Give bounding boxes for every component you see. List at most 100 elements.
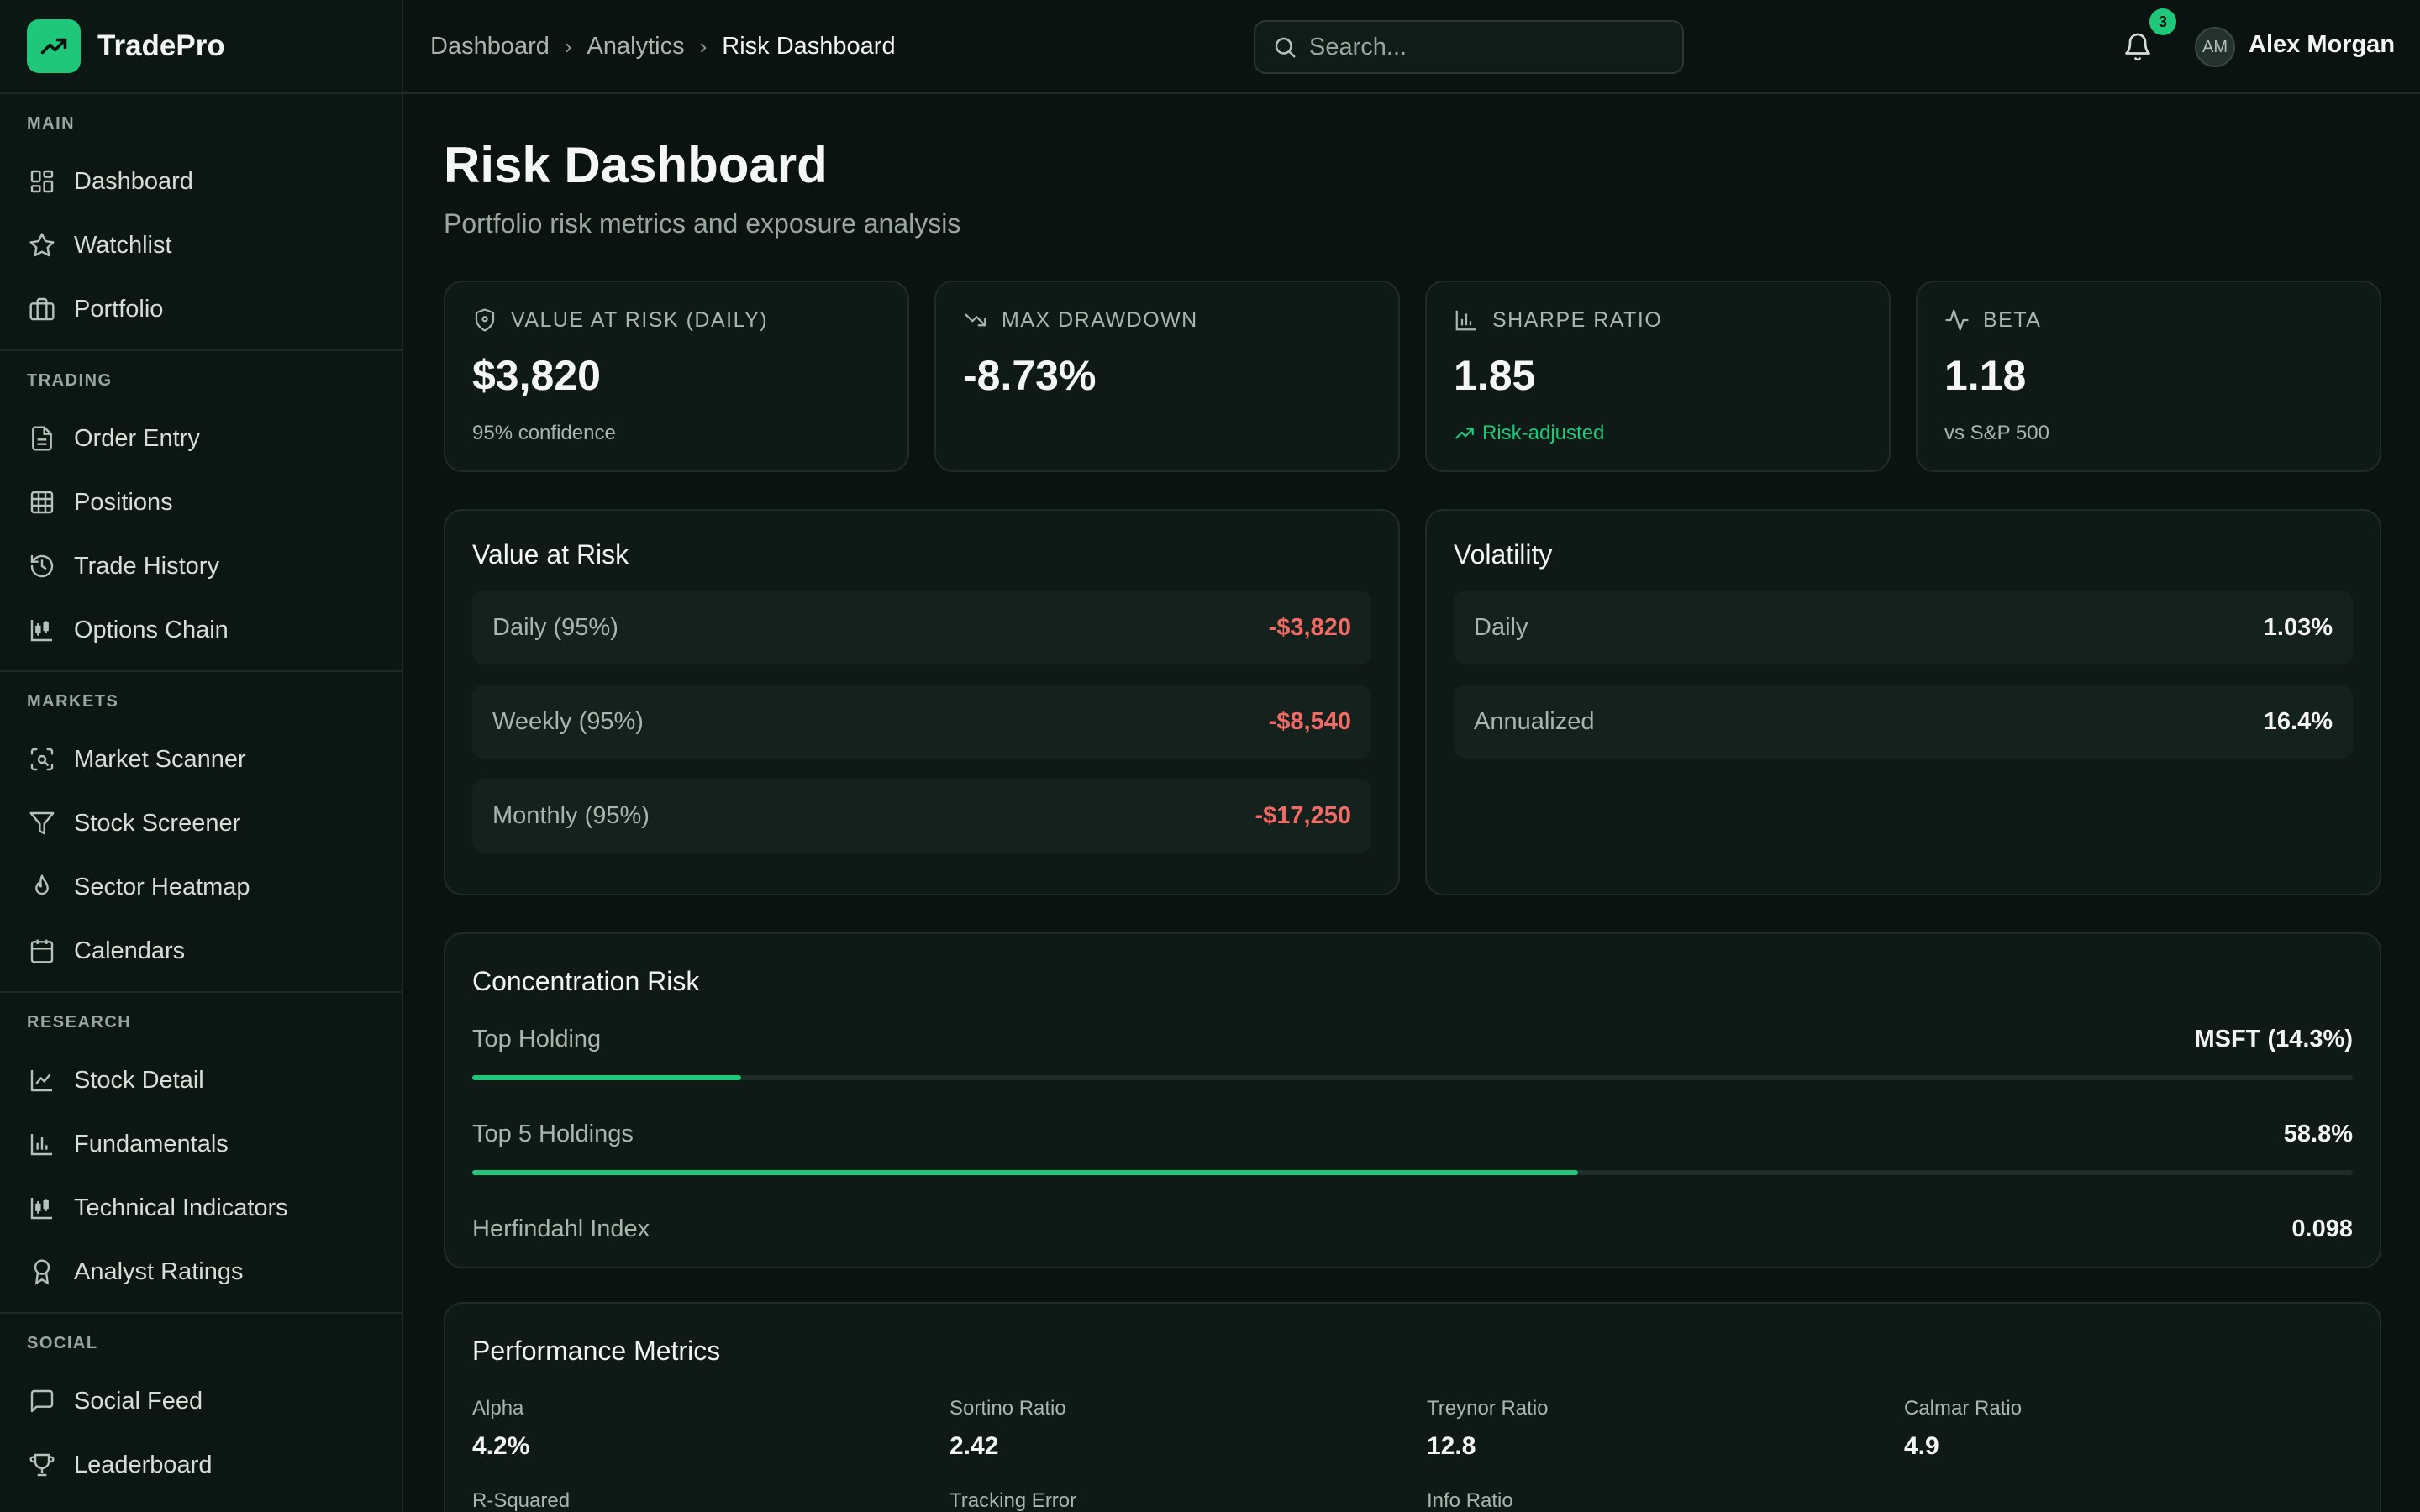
- sidebar-item-label: Calendars: [74, 937, 186, 964]
- notification-badge: 3: [2149, 8, 2176, 35]
- row-value: -$3,820: [1268, 613, 1351, 641]
- brand[interactable]: TradePro: [0, 0, 402, 94]
- list-item: Daily (95%) -$3,820: [472, 591, 1371, 664]
- chevron-right-icon: ›: [564, 33, 572, 59]
- user-name[interactable]: Alex Morgan: [2249, 31, 2396, 58]
- sidebar-item-order-entry[interactable]: Order Entry: [13, 407, 388, 470]
- metric-label: Tracking Error: [950, 1489, 1077, 1512]
- trending-up-logo-icon: [27, 19, 81, 73]
- concentration-risk-panel: Concentration Risk Top Holding MSFT (14.…: [444, 932, 2381, 1268]
- progress-track: [472, 1170, 2353, 1175]
- sidebar-item-calendars[interactable]: Calendars: [13, 919, 388, 983]
- stat-value: 1.18: [1944, 352, 2027, 399]
- row-value: 1.03%: [2263, 613, 2333, 641]
- candlestick-chart-icon: [29, 617, 55, 643]
- sidebar-item-options-chain[interactable]: Options Chain: [13, 598, 388, 662]
- main-content: Risk Dashboard Portfolio risk metrics an…: [444, 94, 2381, 1512]
- sidebar-item-label: Analyst Ratings: [74, 1257, 244, 1285]
- search-icon: [1275, 37, 1296, 58]
- page-title: Risk Dashboard: [444, 137, 828, 193]
- sidebar-item-stock-detail[interactable]: Stock Detail: [13, 1048, 388, 1112]
- breadcrumb: Dashboard › Analytics › Risk Dashboard: [430, 33, 896, 60]
- row-label: Monthly (95%): [492, 801, 650, 829]
- concentration-top-holding: Top Holding MSFT (14.3%): [472, 1026, 2353, 1080]
- table-icon: [29, 489, 55, 516]
- panel-title: Value at Risk: [472, 539, 629, 570]
- concentration-top-five: Top 5 Holdings 58.8%: [472, 1121, 2353, 1175]
- sidebar-item-label: Dashboard: [74, 167, 193, 195]
- sidebar-item-technical-indicators[interactable]: Technical Indicators: [13, 1176, 388, 1240]
- value-at-risk-panel: Value at Risk Daily (95%) -$3,820 Weekly…: [444, 509, 1400, 895]
- metrics-grid: Alpha 4.2% Sortino Ratio 2.42 Treynor Rati…: [472, 1397, 2353, 1512]
- bar-chart-icon: [29, 1131, 55, 1158]
- activity-icon: [1945, 309, 1969, 331]
- row-value: 58.8%: [2283, 1121, 2353, 1147]
- sidebar-item-label: Order Entry: [74, 424, 200, 452]
- layout-grid-icon: [29, 168, 55, 195]
- sidebar-item-portfolio[interactable]: Portfolio: [13, 277, 388, 341]
- sidebar-item-label: Market Scanner: [74, 745, 246, 773]
- metric-calmar: Calmar Ratio 4.9: [1904, 1397, 2381, 1489]
- search-input[interactable]: [1309, 33, 1662, 61]
- sidebar-item-stock-screener[interactable]: Stock Screener: [13, 791, 388, 855]
- sidebar-item-positions[interactable]: Positions: [13, 470, 388, 534]
- breadcrumb-item-current: Risk Dashboard: [722, 32, 896, 60]
- list-item: Weekly (95%) -$8,540: [472, 685, 1371, 759]
- nav-section-trading: TRADING Order Entry Positions Trade Hist…: [0, 349, 402, 662]
- search-box[interactable]: [1254, 20, 1684, 74]
- nav-section-label: SOCIAL: [27, 1334, 98, 1352]
- sidebar-item-label: Technical Indicators: [74, 1194, 288, 1221]
- avatar[interactable]: AM: [2195, 27, 2235, 67]
- breadcrumb-item-dashboard[interactable]: Dashboard: [430, 32, 550, 60]
- nav-section-label: MARKETS: [27, 692, 119, 711]
- sidebar-item-label: Social Feed: [74, 1387, 203, 1415]
- nav-section-label: MAIN: [27, 114, 76, 133]
- sidebar-item-leaderboard[interactable]: Leaderboard: [13, 1433, 388, 1497]
- metric-value: 12.8: [1427, 1432, 1476, 1460]
- sidebar-item-fundamentals[interactable]: Fundamentals: [13, 1112, 388, 1176]
- file-text-icon: [29, 425, 55, 452]
- sidebar-item-social-feed[interactable]: Social Feed: [13, 1369, 388, 1433]
- sidebar-item-label: Trade History: [74, 552, 219, 580]
- metric-value: 4.9: [1904, 1432, 1939, 1460]
- bell-icon[interactable]: [2123, 30, 2153, 64]
- stat-card-sharpe: SHARPE RATIO 1.85 Risk-adjusted: [1425, 281, 1891, 472]
- sidebar-item-watchlist[interactable]: Watchlist: [13, 213, 388, 277]
- sidebar-item-label: Options Chain: [74, 616, 229, 643]
- trophy-icon: [29, 1452, 55, 1478]
- filter-icon: [29, 810, 55, 837]
- nav-section-main: MAIN Dashboard Watchlist Portfolio: [0, 94, 402, 341]
- stat-card-var: VALUE AT RISK (DAILY) $3,820 95% confide…: [444, 281, 909, 472]
- line-chart-icon: [29, 1067, 55, 1094]
- sidebar-item-label: Positions: [74, 488, 173, 516]
- sidebar-item-label: Watchlist: [74, 231, 172, 259]
- breadcrumb-item-analytics[interactable]: Analytics: [587, 32, 685, 60]
- shield-icon: [475, 308, 495, 332]
- list-item: Daily 1.03%: [1454, 591, 2353, 664]
- row-label: Daily (95%): [492, 613, 618, 641]
- panel-title: Volatility: [1454, 539, 1553, 570]
- sidebar-item-analyst-ratings[interactable]: Analyst Ratings: [13, 1240, 388, 1304]
- panel-title: Concentration Risk: [472, 966, 700, 996]
- sidebar-item-trade-history[interactable]: Trade History: [13, 534, 388, 598]
- sidebar-item-label: Portfolio: [74, 295, 164, 323]
- brand-name: TradePro: [97, 29, 225, 62]
- scan-search-icon: [29, 746, 55, 773]
- metric-label: Calmar Ratio: [1904, 1397, 2023, 1420]
- message-square-icon: [29, 1388, 55, 1415]
- stat-label: VALUE AT RISK (DAILY): [511, 307, 769, 332]
- metric-info-ratio: Info Ratio: [1427, 1489, 1904, 1512]
- sidebar-item-dashboard[interactable]: Dashboard: [13, 150, 388, 213]
- sidebar-item-label: Stock Detail: [74, 1066, 204, 1094]
- stat-label: MAX DRAWDOWN: [1002, 307, 1198, 332]
- row-value: -$17,250: [1255, 801, 1352, 829]
- nav-section-markets: MARKETS Market Scanner Stock Screener Se…: [0, 670, 402, 983]
- performance-metrics-panel: Performance Metrics Alpha 4.2% Sortino Ra…: [444, 1302, 2381, 1512]
- bar-chart-icon: [1455, 310, 1476, 331]
- sidebar-item-label: Sector Heatmap: [74, 873, 250, 900]
- row-value: -$8,540: [1268, 707, 1351, 735]
- stat-label: BETA: [1983, 307, 2042, 332]
- sidebar-item-sector-heatmap[interactable]: Sector Heatmap: [13, 855, 388, 919]
- flame-icon: [29, 874, 55, 900]
- sidebar-item-market-scanner[interactable]: Market Scanner: [13, 727, 388, 791]
